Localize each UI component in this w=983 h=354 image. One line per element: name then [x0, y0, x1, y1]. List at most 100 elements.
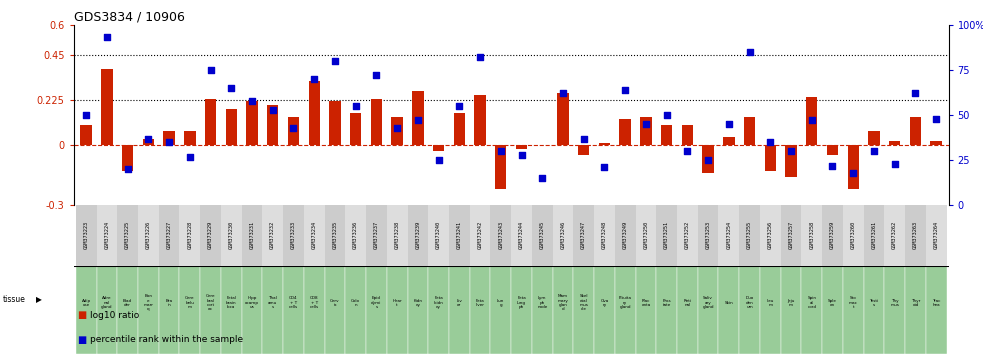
Point — [845, 170, 861, 176]
Bar — [96, 266, 117, 354]
Text: Jeju
m: Jeju m — [787, 298, 794, 307]
Point — [141, 136, 156, 141]
Bar — [408, 266, 429, 354]
Bar — [905, 205, 926, 266]
Text: GSM373254: GSM373254 — [726, 221, 731, 250]
Bar — [822, 205, 842, 266]
Bar — [345, 205, 366, 266]
Point — [617, 87, 633, 93]
Text: GSM373233: GSM373233 — [291, 221, 296, 250]
Bar — [247, 101, 258, 145]
Text: Adre
nal
gland: Adre nal gland — [101, 296, 113, 309]
Text: GSM373237: GSM373237 — [374, 221, 378, 250]
Bar — [158, 205, 180, 266]
Text: Epid
dymi
s: Epid dymi s — [372, 296, 381, 309]
Bar — [931, 141, 942, 145]
Text: ■: ■ — [77, 310, 86, 320]
Bar — [491, 205, 511, 266]
Bar — [429, 205, 449, 266]
Bar — [309, 81, 319, 145]
Bar — [304, 205, 324, 266]
Bar — [122, 145, 134, 171]
Bar — [101, 69, 113, 145]
Bar — [350, 113, 362, 145]
Point — [264, 107, 280, 113]
Bar — [557, 93, 569, 145]
Bar — [391, 117, 403, 145]
Bar — [433, 145, 444, 151]
Bar — [143, 139, 154, 145]
Text: Cere
belu
m: Cere belu m — [185, 296, 195, 309]
Bar — [599, 143, 610, 145]
Bar — [677, 205, 698, 266]
Bar — [827, 145, 838, 155]
Bar — [532, 205, 552, 266]
Text: Feta
lung
ph: Feta lung ph — [517, 296, 526, 309]
Bar — [449, 205, 470, 266]
Text: GSM373239: GSM373239 — [416, 221, 421, 250]
Text: GDS3834 / 10906: GDS3834 / 10906 — [74, 11, 185, 24]
Text: CD4
+ T
cells: CD4 + T cells — [289, 296, 298, 309]
Text: Ileu
m: Ileu m — [767, 298, 774, 307]
Text: GSM373235: GSM373235 — [332, 221, 337, 250]
Bar — [283, 205, 304, 266]
Point — [161, 139, 177, 145]
Bar — [594, 205, 614, 266]
Point — [223, 85, 239, 91]
Bar — [781, 266, 801, 354]
Bar — [117, 205, 138, 266]
Bar — [366, 266, 386, 354]
Bar — [386, 205, 408, 266]
Text: Saliv
ary
gland: Saliv ary gland — [703, 296, 714, 309]
Bar — [180, 266, 201, 354]
Point — [576, 136, 592, 141]
Bar — [744, 117, 755, 145]
Bar — [719, 266, 739, 354]
Text: Thal
amu
s: Thal amu s — [268, 296, 277, 309]
Bar — [345, 266, 366, 354]
Text: GSM373229: GSM373229 — [208, 221, 213, 250]
Bar — [842, 266, 864, 354]
Point — [99, 35, 115, 40]
Text: GSM373247: GSM373247 — [581, 221, 586, 250]
Text: GSM373236: GSM373236 — [353, 221, 358, 250]
Bar — [511, 266, 532, 354]
Point — [202, 67, 218, 73]
Bar — [657, 266, 677, 354]
Text: Colo
n: Colo n — [351, 298, 360, 307]
Text: Thyr
oid: Thyr oid — [910, 298, 920, 307]
Bar — [822, 266, 842, 354]
Bar — [81, 125, 91, 145]
Point — [120, 166, 136, 172]
Bar — [885, 266, 905, 354]
Text: ▶: ▶ — [36, 295, 42, 304]
Text: GSM373245: GSM373245 — [540, 221, 545, 250]
Text: GSM373223: GSM373223 — [84, 221, 88, 250]
Bar — [657, 205, 677, 266]
Text: GSM373251: GSM373251 — [665, 221, 669, 250]
Text: GSM373230: GSM373230 — [229, 221, 234, 250]
Point — [286, 125, 302, 131]
Bar — [138, 266, 158, 354]
Bar — [242, 205, 262, 266]
Bar — [262, 205, 283, 266]
Text: Sple
en: Sple en — [828, 298, 837, 307]
Bar — [719, 205, 739, 266]
Point — [492, 148, 508, 154]
Text: Blad
der: Blad der — [123, 298, 132, 307]
Bar — [324, 205, 345, 266]
Bar — [552, 205, 573, 266]
Bar — [926, 266, 947, 354]
Bar — [76, 205, 96, 266]
Bar — [221, 205, 242, 266]
Bar — [578, 145, 590, 155]
Point — [514, 152, 530, 158]
Bar — [739, 266, 760, 354]
Bar — [573, 205, 594, 266]
Text: Sto
mac
t: Sto mac t — [848, 296, 858, 309]
Bar — [283, 266, 304, 354]
Bar — [801, 205, 822, 266]
Text: Cere
bral
cort
ex: Cere bral cort ex — [205, 294, 215, 311]
Point — [763, 139, 779, 145]
Bar — [475, 95, 486, 145]
